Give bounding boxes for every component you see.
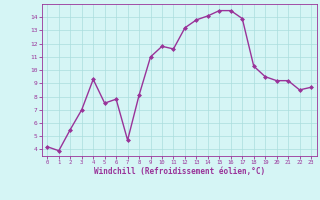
X-axis label: Windchill (Refroidissement éolien,°C): Windchill (Refroidissement éolien,°C): [94, 167, 265, 176]
